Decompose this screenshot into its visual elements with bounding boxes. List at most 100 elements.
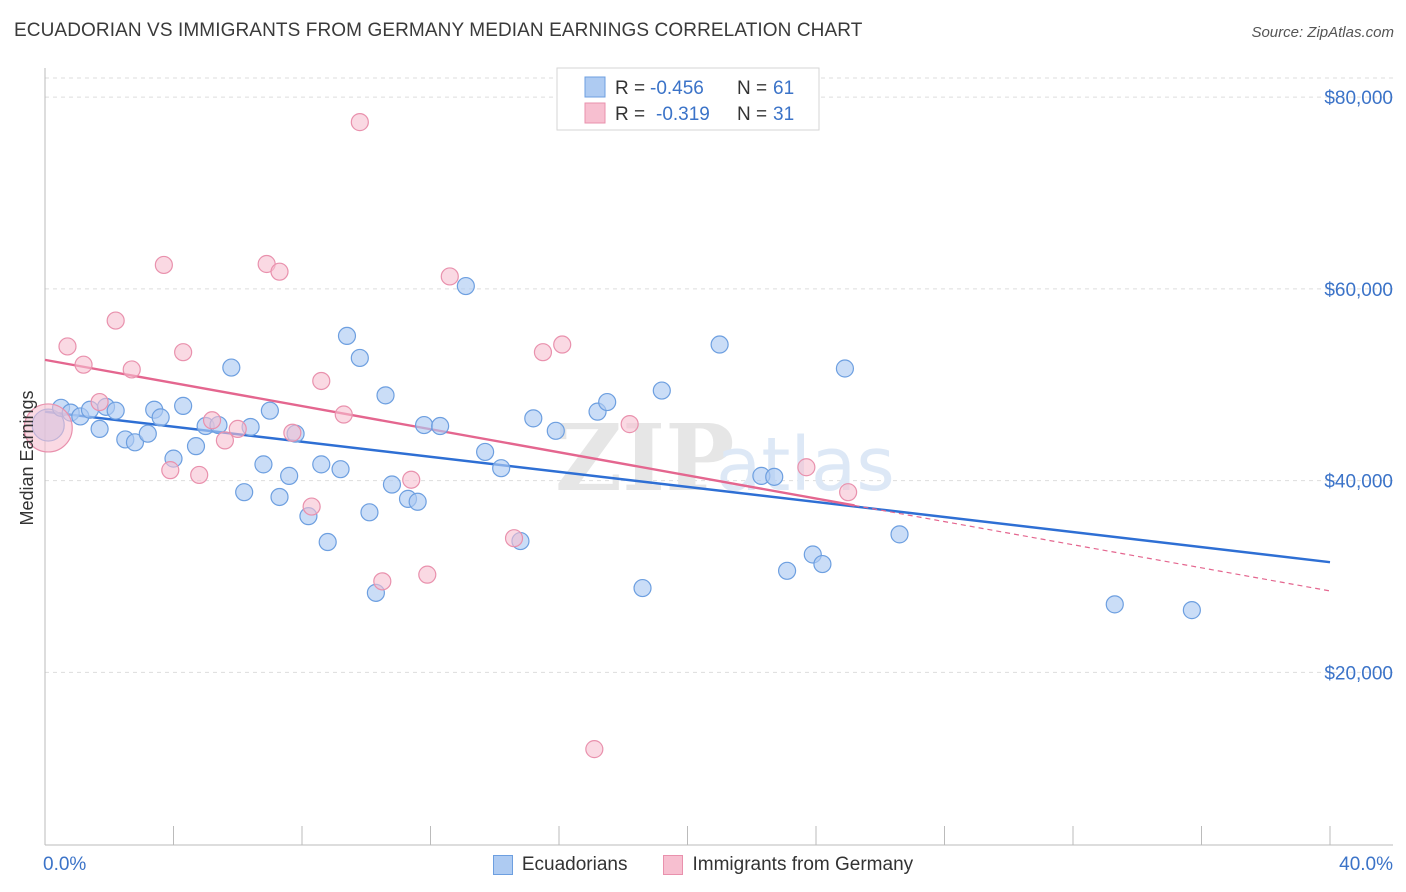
trend-lines bbox=[44, 358, 1331, 592]
point-ecuadorian bbox=[710, 335, 729, 354]
point-ecuadorian bbox=[633, 578, 652, 598]
legend-n-value-2: 31 bbox=[773, 104, 794, 125]
point-ecuadorian bbox=[376, 386, 395, 405]
x-tick-label: 40.0% bbox=[1339, 854, 1393, 875]
point-ecuadorian bbox=[151, 408, 170, 427]
stats-legend: R = -0.456 N = 61 R = -0.319 N = 31 bbox=[556, 67, 820, 131]
point-ecuadorian bbox=[813, 554, 832, 574]
point-germany bbox=[270, 262, 289, 281]
legend-swatch-germany bbox=[584, 102, 606, 124]
chart-title: ECUADORIAN VS IMMIGRANTS FROM GERMANY ME… bbox=[14, 20, 863, 41]
legend-item-ecuadorians: Ecuadorians bbox=[492, 852, 628, 878]
point-ecuadorian bbox=[318, 532, 337, 552]
point-ecuadorian bbox=[222, 358, 241, 377]
y-tick-label: $20,000 bbox=[1324, 663, 1393, 684]
point-germany bbox=[23, 403, 73, 453]
point-germany bbox=[283, 423, 302, 442]
x-tick-labels: 0.0% 40.0% bbox=[43, 854, 1393, 875]
point-ecuadorian bbox=[186, 437, 206, 456]
legend-n-label-2: N = bbox=[737, 104, 767, 125]
point-ecuadorian bbox=[524, 409, 543, 428]
point-ecuadorian bbox=[331, 460, 350, 479]
point-germany bbox=[373, 572, 392, 591]
point-germany bbox=[553, 335, 572, 354]
point-germany bbox=[90, 392, 109, 412]
legend-n-label-1: N = bbox=[737, 78, 767, 99]
trendline-germany-extrapolated bbox=[854, 504, 1331, 592]
point-germany bbox=[797, 458, 816, 477]
point-germany bbox=[334, 405, 353, 424]
point-ecuadorian bbox=[890, 525, 909, 544]
point-germany bbox=[74, 355, 93, 374]
axes bbox=[44, 68, 1393, 846]
point-ecuadorian bbox=[280, 466, 299, 485]
point-ecuadorian bbox=[350, 348, 369, 368]
point-ecuadorian bbox=[254, 455, 273, 474]
point-ecuadorian bbox=[1182, 601, 1201, 620]
point-germany bbox=[312, 371, 331, 391]
legend-r-label-2: R = bbox=[615, 104, 645, 125]
legend-r-value-1: -0.456 bbox=[650, 78, 704, 99]
point-germany bbox=[402, 470, 421, 489]
trendline-ecuadorians bbox=[44, 410, 1331, 564]
point-germany bbox=[504, 529, 524, 548]
legend-item-germany: Immigrants from Germany bbox=[663, 852, 913, 878]
point-germany bbox=[418, 565, 437, 584]
point-ecuadorian bbox=[106, 401, 125, 420]
point-germany bbox=[228, 419, 247, 439]
legend-label-ecuadorians: Ecuadorians bbox=[521, 854, 628, 875]
point-ecuadorian bbox=[125, 433, 145, 452]
source-label: Source: ZipAtlas.com bbox=[1251, 24, 1394, 41]
y-tick-label: $80,000 bbox=[1324, 88, 1393, 109]
point-ecuadorian bbox=[835, 359, 855, 378]
watermark-zip: ZIP bbox=[555, 404, 734, 512]
y-tick-labels: $20,000 $40,000 $60,000 $80,000 bbox=[1324, 88, 1393, 684]
point-ecuadorian bbox=[765, 467, 784, 486]
point-ecuadorian bbox=[90, 419, 109, 439]
point-germany bbox=[154, 255, 173, 275]
legend-r-label-1: R = bbox=[615, 78, 645, 99]
point-ecuadorian bbox=[360, 503, 379, 522]
point-germany bbox=[533, 343, 553, 362]
legend-r-value-2: -0.319 bbox=[656, 104, 710, 125]
series-legend: Ecuadorians Immigrants from Germany bbox=[0, 852, 1406, 878]
point-ecuadorian bbox=[414, 415, 434, 435]
point-germany bbox=[190, 465, 209, 485]
legend-swatch-ecuadorians bbox=[584, 76, 606, 98]
legend-swatch-pink bbox=[663, 855, 684, 875]
y-axis-title: Median Earnings bbox=[17, 390, 37, 525]
point-ecuadorian bbox=[270, 487, 289, 507]
legend-n-value-1: 61 bbox=[773, 78, 794, 99]
point-ecuadorian bbox=[431, 416, 450, 436]
point-ecuadorian bbox=[652, 381, 671, 400]
point-germany bbox=[106, 311, 125, 330]
point-ecuadorian bbox=[598, 392, 617, 412]
point-ecuadorian bbox=[235, 483, 254, 502]
point-ecuadorian bbox=[546, 421, 565, 440]
point-germany bbox=[215, 431, 234, 450]
point-germany bbox=[58, 337, 77, 356]
legend-swatch-blue bbox=[492, 855, 513, 875]
point-germany bbox=[202, 411, 222, 430]
point-ecuadorian bbox=[476, 442, 495, 462]
gridlines bbox=[45, 77, 1393, 673]
point-ecuadorian bbox=[260, 401, 279, 420]
point-ecuadorian bbox=[312, 455, 331, 474]
point-ecuadorian bbox=[456, 276, 475, 296]
point-ecuadorian bbox=[492, 459, 511, 478]
point-germany bbox=[122, 360, 141, 379]
point-germany bbox=[161, 461, 180, 480]
point-germany bbox=[839, 483, 858, 502]
legend-label-germany: Immigrants from Germany bbox=[692, 854, 914, 875]
point-germany bbox=[174, 343, 193, 362]
point-germany bbox=[620, 415, 639, 434]
point-ecuadorian bbox=[174, 396, 193, 415]
x-tick-label: 0.0% bbox=[43, 854, 86, 875]
point-germany bbox=[302, 497, 321, 516]
point-germany bbox=[440, 267, 459, 286]
y-tick-label: $60,000 bbox=[1324, 280, 1393, 301]
point-ecuadorian bbox=[408, 492, 427, 511]
point-ecuadorian bbox=[382, 475, 402, 494]
point-ecuadorian bbox=[1105, 595, 1124, 614]
